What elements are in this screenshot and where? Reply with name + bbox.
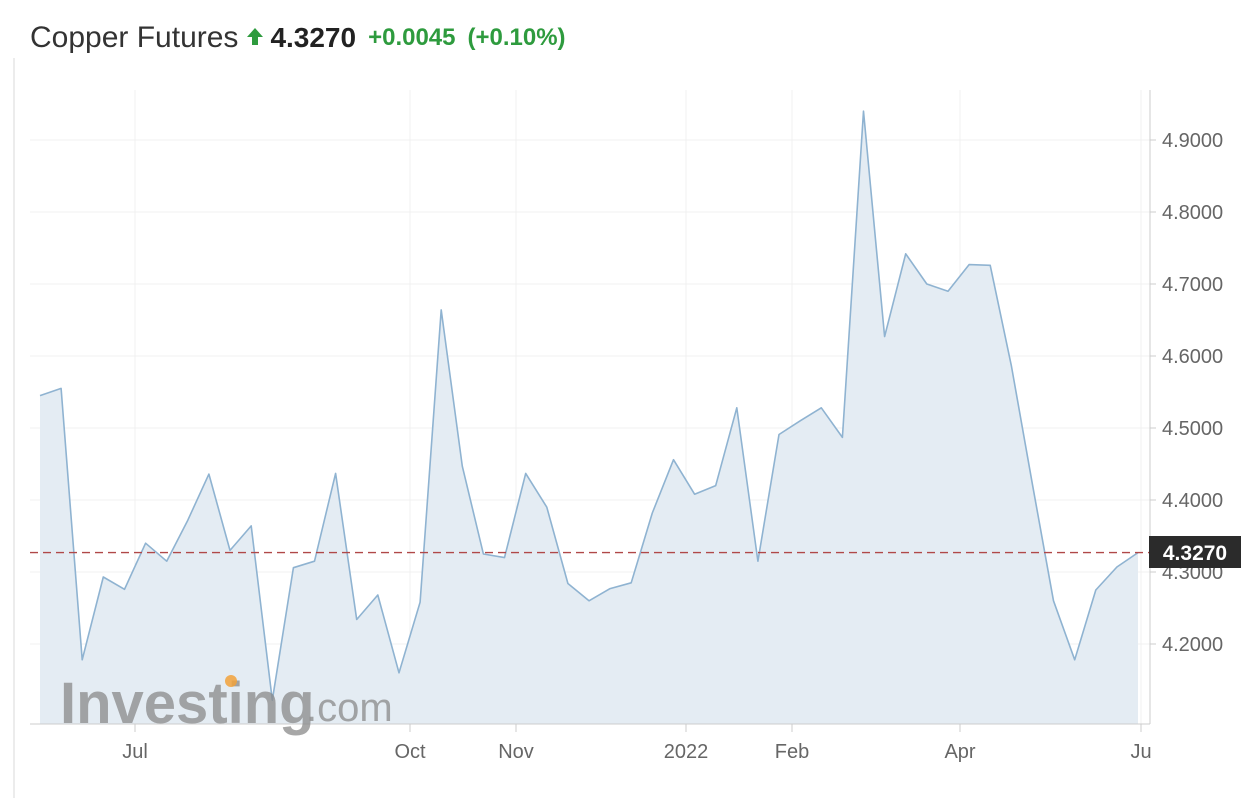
y-tick-label-7: 4.9000 — [1162, 130, 1223, 152]
watermark-brand: Investing — [60, 671, 315, 736]
axes — [30, 90, 1151, 725]
logo-dot-icon — [225, 675, 237, 687]
y-tick-label-0: 4.2000 — [1162, 634, 1223, 656]
y-tick-label-2: 4.4000 — [1162, 490, 1223, 512]
watermark-suffix: .com — [306, 686, 393, 730]
y-tick-labels: 4.20004.30004.40004.50004.60004.70004.80… — [1150, 130, 1223, 656]
quote-header: Copper Futures 4.3270 +0.0045 (+0.10%) — [30, 16, 566, 60]
x-tick-labels: Jul Oct Nov 2022 Feb Apr Ju — [122, 724, 1152, 763]
instrument-title: Copper Futures — [30, 21, 239, 54]
last-price: 4.3270 — [270, 22, 357, 53]
x-tick-label-5: Apr — [944, 741, 975, 763]
current-price-label: 4.3270 — [1163, 542, 1227, 565]
y-tick-label-5: 4.7000 — [1162, 274, 1223, 296]
x-tick-label-6: Ju — [1130, 741, 1151, 763]
x-tick-label-4: Feb — [775, 741, 809, 763]
x-tick-label-3: 2022 — [664, 741, 709, 763]
x-tick-label-0: Jul — [122, 741, 148, 763]
y-tick-label-6: 4.8000 — [1162, 202, 1223, 224]
current-price-badge: 4.3270 — [1149, 536, 1241, 568]
current-price-badge-bg — [1149, 536, 1241, 568]
y-tick-label-4: 4.6000 — [1162, 346, 1223, 368]
x-tick-label-1: Oct — [394, 741, 426, 763]
x-tick-label-2: Nov — [498, 741, 534, 763]
arrow-up-icon — [246, 26, 264, 51]
series-area — [40, 111, 1138, 724]
price-change: +0.0045 — [368, 24, 456, 51]
price-change-percent: (+0.10%) — [467, 24, 566, 51]
investing-logo: Investing .com — [60, 671, 393, 736]
series-line — [39, 110, 1139, 701]
y-tick-label-3: 4.5000 — [1162, 418, 1223, 440]
area-layer — [39, 110, 1139, 724]
